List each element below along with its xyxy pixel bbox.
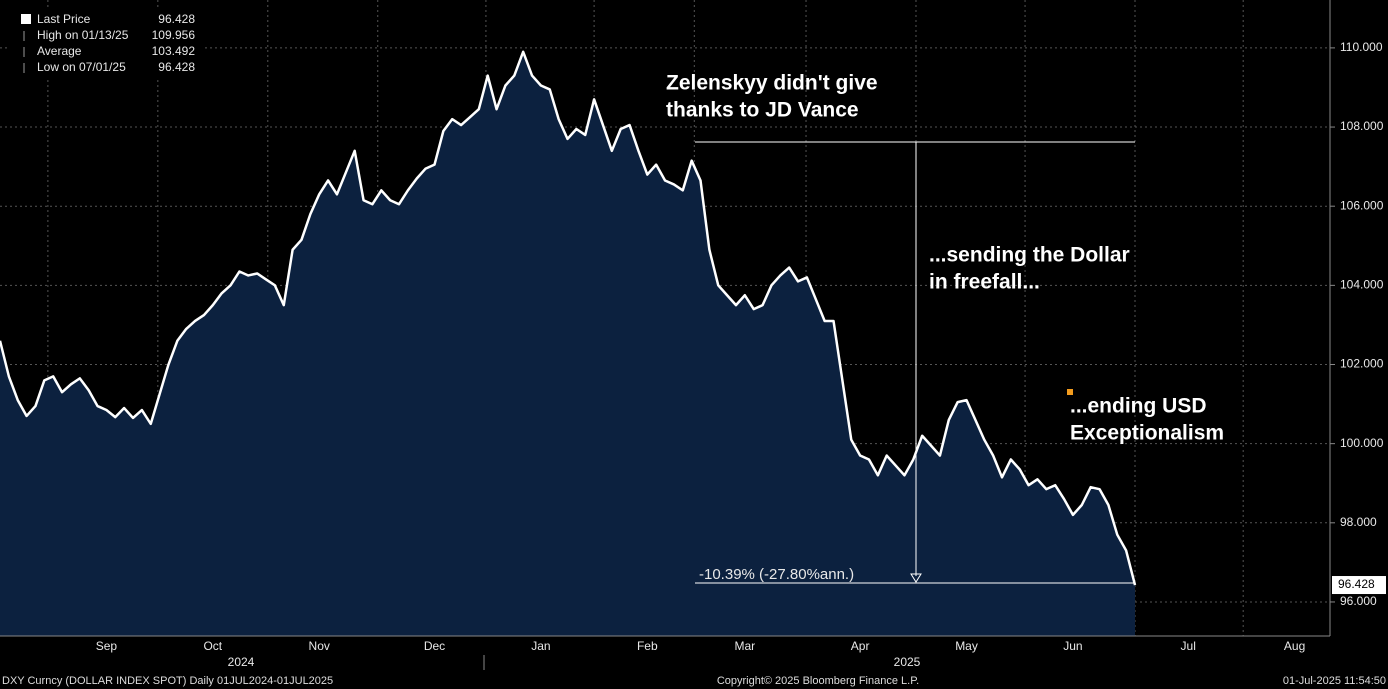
marker — [1067, 389, 1073, 395]
y-tick-label: 96.000 — [1340, 594, 1377, 608]
x-tick-label: Jan — [531, 639, 550, 653]
x-tick-label: Nov — [309, 639, 330, 653]
legend-box — [8, 10, 202, 80]
annotation: ...sending the Dollar — [929, 244, 1130, 267]
legend-label: Last Price — [37, 12, 91, 26]
x-tick-label: Feb — [637, 639, 658, 653]
annotation: in freefall... — [929, 271, 1040, 294]
x-tick-label: Oct — [203, 639, 222, 653]
line — [0, 50, 1137, 586]
annotation: Zelenskyy didn't give — [666, 72, 878, 95]
y-tick-label: 104.000 — [1340, 278, 1384, 292]
y-tick-label: 108.000 — [1340, 119, 1384, 133]
annotation-arrow — [910, 573, 922, 583]
x-tick-label: Sep — [96, 639, 118, 653]
annotation: thanks to JD Vance — [666, 99, 859, 122]
legend-stat-value: 103.492 — [152, 44, 196, 58]
x-tick-label: Mar — [735, 639, 756, 653]
last-price-label: 96.428 — [1338, 577, 1375, 591]
x-group-label: 2024 — [228, 655, 255, 669]
annotation: Exceptionalism — [1070, 422, 1224, 445]
legend-stat-value: 109.956 — [152, 28, 196, 42]
legend-value: 96.428 — [158, 12, 195, 26]
y-tick-label: 100.000 — [1340, 436, 1384, 450]
x-tick-label: Apr — [851, 639, 870, 653]
annotation: ...ending USD — [1070, 395, 1207, 418]
x-tick-label: Dec — [424, 639, 445, 653]
legend-stat-label: High on 01/13/25 — [37, 28, 129, 42]
y-tick-label: 98.000 — [1340, 515, 1377, 529]
y-tick-label: 102.000 — [1340, 357, 1384, 371]
plot-area — [0, 0, 1330, 636]
x-group-label: 2025 — [894, 655, 921, 669]
footer-left: DXY Curncy (DOLLAR INDEX SPOT) Daily 01J… — [2, 675, 333, 687]
footer-right: 01-Jul-2025 11:54:50 — [1283, 675, 1386, 687]
last-price-tag — [1332, 576, 1386, 595]
legend-stat-value: 96.428 — [158, 60, 195, 74]
x-tick-label: May — [955, 639, 978, 653]
y-tick-label: 110.000 — [1340, 40, 1383, 54]
change-label: -10.39% (-27.80%ann.) — [699, 566, 854, 583]
area-fill — [0, 51, 1135, 636]
x-tick-label: Aug — [1284, 639, 1305, 653]
legend: Last Price 96.428 — [8, 10, 202, 80]
footer-center: Copyright© 2025 Bloomberg Finance L.P. — [717, 675, 919, 687]
legend-stat-label: Average — [37, 44, 82, 58]
x-tick-label: Jul — [1181, 639, 1196, 653]
y-tick-label: 106.000 — [1340, 198, 1384, 212]
legend-swatch — [21, 14, 31, 24]
legend-stat-label: Low on 07/01/25 — [37, 60, 126, 74]
x-tick-label: Jun — [1063, 639, 1082, 653]
